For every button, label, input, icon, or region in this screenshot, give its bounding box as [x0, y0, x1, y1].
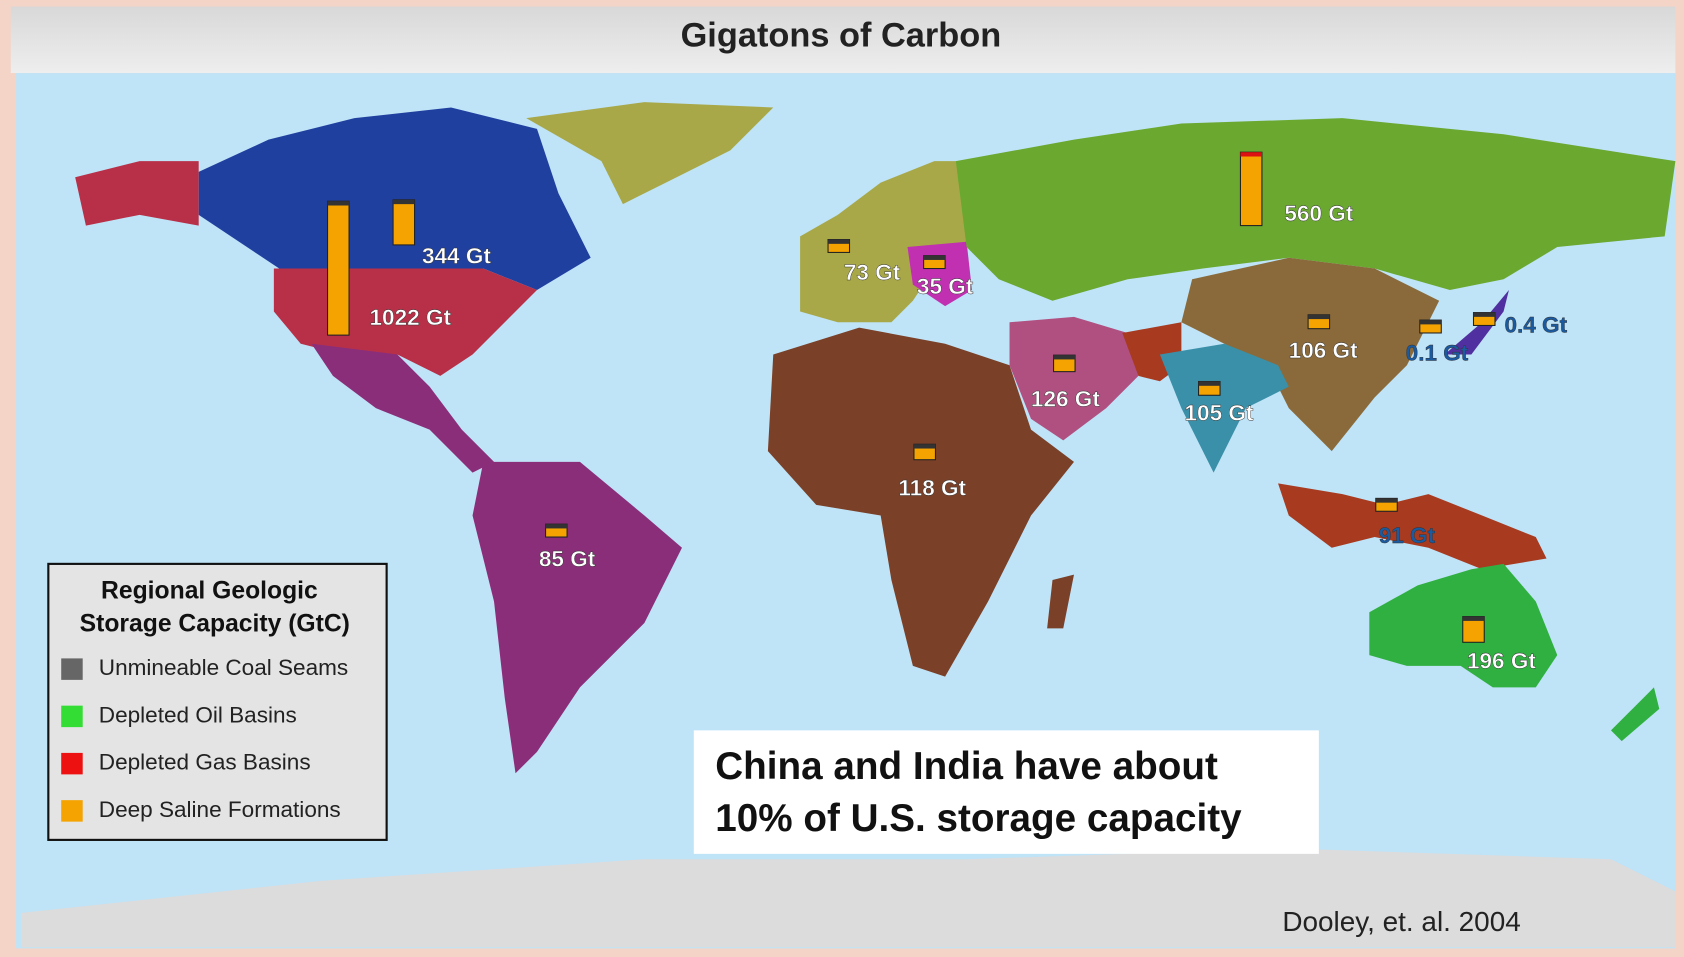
- bar-cap: [923, 255, 946, 260]
- capacity-label: 0.4 Gt: [1504, 312, 1567, 337]
- capacity-label: 91 Gt: [1379, 523, 1436, 548]
- capacity-label: 118 Gt: [898, 476, 966, 501]
- annotation-box: [693, 730, 1319, 854]
- annotation-line: 10% of U.S. storage capacity: [715, 797, 1242, 840]
- bar-cap: [828, 239, 850, 244]
- capacity-label: 35 Gt: [917, 274, 974, 299]
- bar-cap: [1419, 320, 1442, 325]
- legend: Regional Geologic Storage Capacity (GtC) U…: [47, 562, 388, 841]
- land: [21, 102, 1676, 948]
- capacity-label: 106 Gt: [1289, 338, 1358, 363]
- legend-box: [47, 562, 388, 841]
- bar-cap: [327, 201, 350, 206]
- capacity-label: 560 Gt: [1284, 201, 1353, 226]
- legend-label: Deep Saline Formations: [99, 797, 341, 822]
- capacity-bars: 1022 Gt 344 Gt 73 Gt 35 Gt 560 Gt 106 Gt 0.1 G…: [327, 151, 1568, 674]
- bar-cap: [1308, 314, 1330, 320]
- capacity-bar: [392, 199, 416, 246]
- capacity-label: 196 Gt: [1467, 649, 1536, 674]
- legend-title: Regional Geologic: [101, 577, 318, 604]
- bar-cap: [1462, 616, 1485, 621]
- capacity-bar: [1239, 151, 1263, 227]
- legend-swatch: [61, 752, 83, 775]
- capacity-label: 85 Gt: [539, 547, 596, 572]
- legend-swatch: [61, 800, 83, 822]
- bar-cap: [545, 524, 568, 529]
- legend-swatch: [61, 658, 83, 680]
- annotation-line: China and India have about: [715, 745, 1218, 788]
- capacity-label: 105 Gt: [1184, 401, 1253, 426]
- capacity-bar: [327, 200, 350, 336]
- capacity-label: 73 Gt: [844, 260, 901, 285]
- bar-cap: [1240, 152, 1262, 157]
- capacity-label: 0.1 Gt: [1406, 340, 1469, 365]
- legend-swatch: [61, 705, 83, 728]
- capacity-label: 344 Gt: [422, 244, 491, 269]
- legend-label: Depleted Gas Basins: [99, 750, 311, 775]
- credit: Dooley, et. al. 2004: [1282, 906, 1520, 937]
- title: Gigatons of Carbon: [681, 17, 1002, 55]
- bar-cap: [913, 444, 936, 449]
- legend-label: Depleted Oil Basins: [99, 702, 297, 727]
- legend-label: Unmineable Coal Seams: [99, 655, 348, 680]
- bar-cap: [1473, 312, 1495, 317]
- legend-title: Storage Capacity (GtC): [80, 611, 350, 638]
- title-band: [10, 6, 1676, 74]
- annotation: China and India have about 10% of U.S. s…: [693, 730, 1319, 854]
- capacity-label: 126 Gt: [1031, 387, 1100, 412]
- bar-cap: [1198, 381, 1221, 386]
- capacity-label: 1022 Gt: [370, 305, 452, 330]
- bar-cap: [393, 199, 415, 205]
- bar-cap: [1053, 355, 1076, 360]
- bar-cap: [1375, 498, 1398, 503]
